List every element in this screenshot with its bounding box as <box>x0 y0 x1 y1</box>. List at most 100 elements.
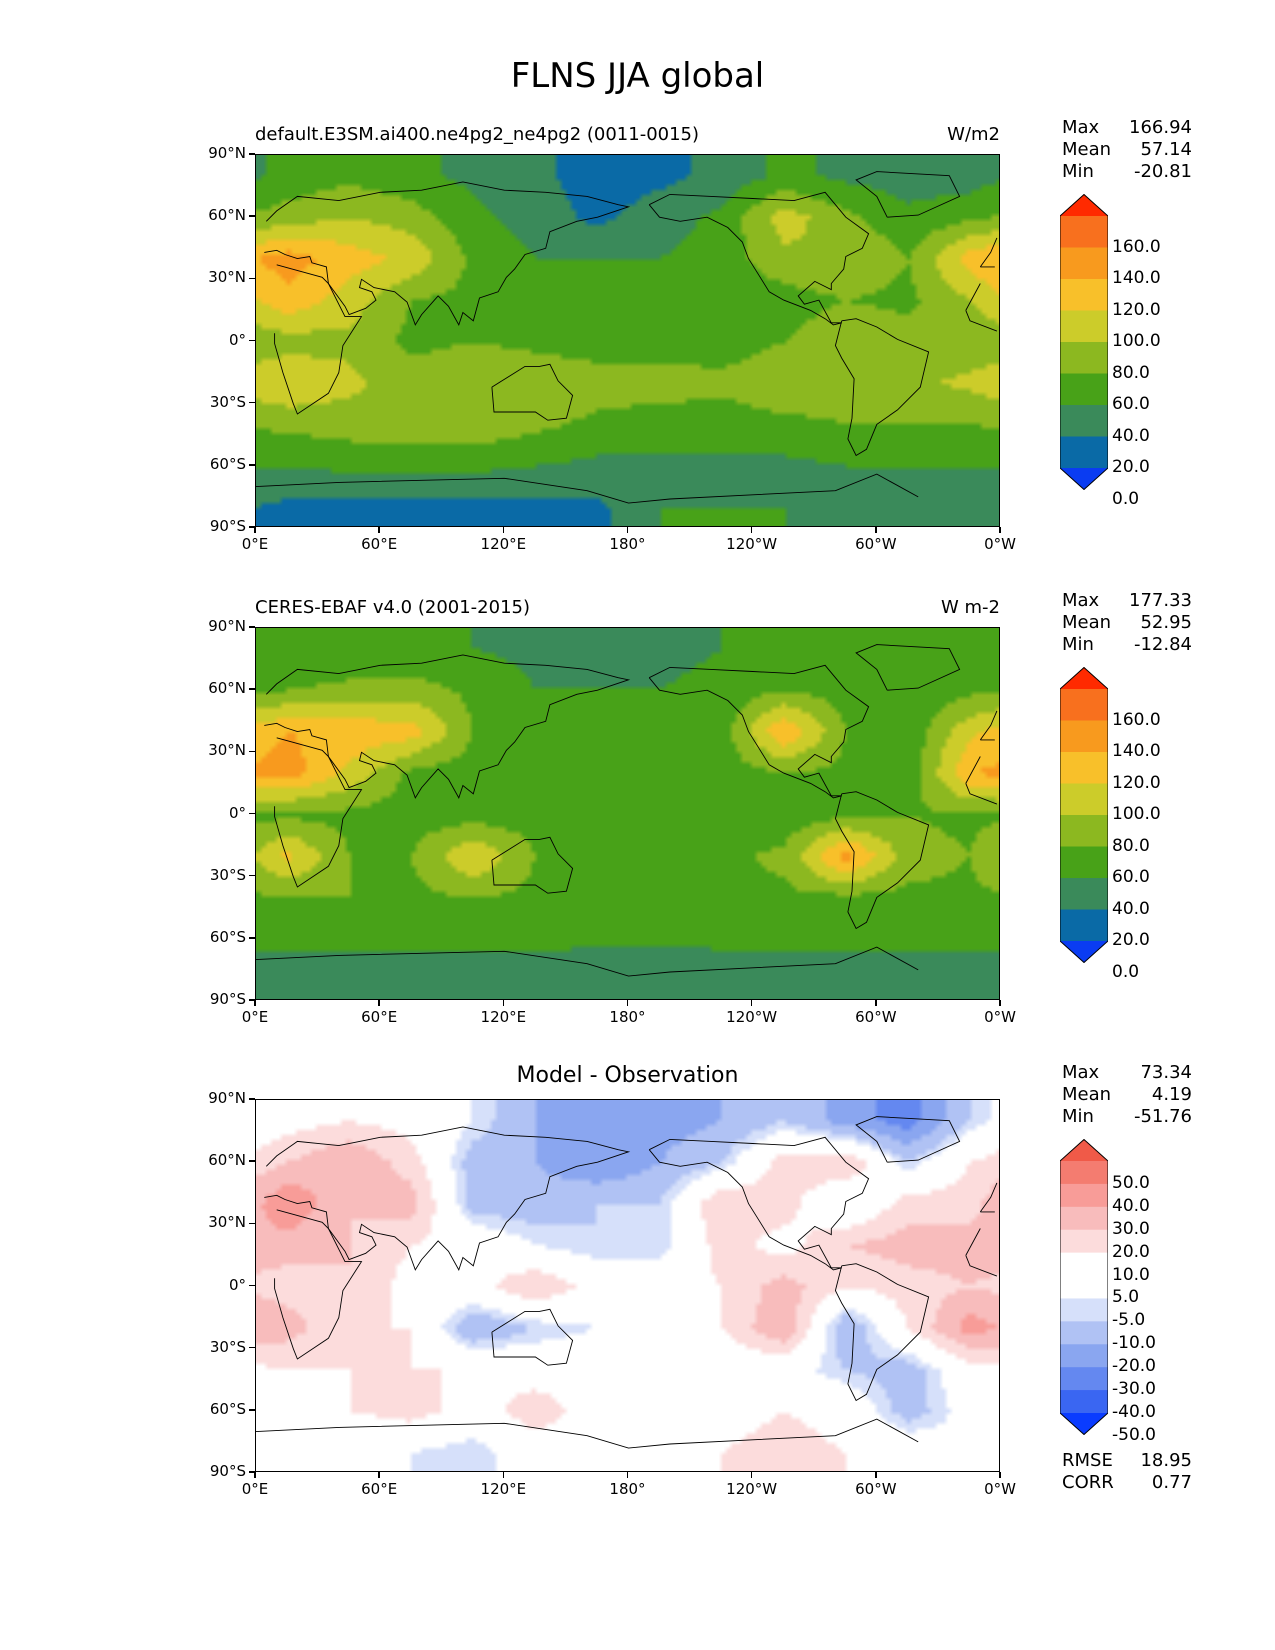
colorbar-swatch <box>1060 783 1108 816</box>
lon-tick-label: 0°W <box>984 1480 1016 1498</box>
coastline <box>256 946 919 977</box>
stat-row: Max 73.34 <box>1062 1062 1192 1084</box>
lon-tick-label: 120°W <box>726 1480 778 1498</box>
lat-tick-label: 30°S <box>209 865 246 884</box>
colorbar-swatch <box>1060 373 1108 406</box>
stat-row: Mean 57.14 <box>1062 139 1192 161</box>
metric-label: CORR <box>1062 1472 1114 1493</box>
colorbar-tick-label: 60.0 <box>1112 867 1150 887</box>
coastline <box>648 191 870 326</box>
colorbar-outline <box>1060 1139 1108 1435</box>
lon-tick <box>254 527 256 533</box>
lat-tick <box>249 1409 255 1411</box>
stat-label: Min <box>1062 1106 1094 1127</box>
lat-tick <box>249 812 255 815</box>
stat-label: Max <box>1062 117 1100 138</box>
colorbar-swatch <box>1060 310 1108 343</box>
colorbar-swatch <box>1060 1206 1108 1231</box>
lat-tick <box>249 1346 255 1349</box>
colorbar-swatch <box>1060 1275 1108 1299</box>
lat-tick <box>249 1098 255 1100</box>
colorbar-swatch <box>1060 1367 1108 1391</box>
coastline <box>855 171 961 218</box>
colorbar-outline <box>1060 667 1108 963</box>
coastline <box>491 363 574 421</box>
lat-tick-label: 0° <box>228 330 246 349</box>
filled-contour-field <box>256 628 999 999</box>
colorbar-swatch <box>1060 720 1108 753</box>
lon-tick <box>626 1472 629 1478</box>
lon-tick <box>502 1000 505 1006</box>
lat-tick-label: 90°N <box>208 617 246 635</box>
lat-tick-label: 60°S <box>209 927 246 946</box>
colorbar-swatch <box>1060 247 1108 280</box>
colorbar-swatch <box>1060 846 1108 879</box>
stat-row: Max 177.33 <box>1062 590 1192 612</box>
figure-title: FLNS JJA global <box>510 56 765 96</box>
stat-value: -12.84 <box>1133 634 1192 655</box>
lat-tick <box>249 937 255 939</box>
colorbar-swatch <box>1060 1321 1108 1345</box>
stats-box: Max 177.33 Mean 52.95 Min -12.84 <box>1062 590 1192 656</box>
colorbar-tick-label: 40.0 <box>1112 425 1150 446</box>
colorbar-tick-label: 120.0 <box>1112 299 1161 320</box>
lat-tick-label: 60°N <box>208 1151 246 1170</box>
lon-tick <box>378 1000 380 1006</box>
stat-value: 73.34 <box>1140 1062 1192 1083</box>
map-plot <box>255 627 1000 1000</box>
map-svg <box>256 1100 999 1471</box>
lon-tick-label: 120°E <box>480 1480 527 1498</box>
metric-value: 18.95 <box>1140 1450 1192 1471</box>
stat-label: Mean <box>1062 612 1112 633</box>
colorbar-swatch <box>1060 1252 1108 1277</box>
lat-tick-label: 0° <box>228 803 246 822</box>
lat-tick-label: 90°S <box>209 517 246 535</box>
stat-row: Min -20.81 <box>1062 161 1192 183</box>
stat-row: Max 166.94 <box>1062 117 1192 139</box>
colorbar-tick-label: 0.0 <box>1112 488 1140 509</box>
colorbar-tick-label: -50.0 <box>1112 1424 1156 1445</box>
lon-tick <box>502 1472 505 1478</box>
colorbar-tick-label: 20.0 <box>1112 1241 1150 1262</box>
lat-tick <box>249 688 255 690</box>
stat-value: 57.14 <box>1140 139 1192 160</box>
lat-tick-label: 60°S <box>209 1399 246 1418</box>
lon-tick-label: 0°W <box>984 1008 1016 1026</box>
lat-tick <box>249 1471 255 1473</box>
lat-tick-label: 30°N <box>208 268 246 287</box>
colorbar-tick-label: 0.0 <box>1112 961 1140 982</box>
lat-tick-label: 30°N <box>208 741 246 760</box>
colorbar-swatch <box>1060 689 1108 721</box>
lon-tick-label: 0°E <box>241 535 269 553</box>
lon-tick <box>999 527 1001 533</box>
stat-label: Min <box>1062 161 1094 182</box>
colorbar-extend-min <box>1060 941 1108 963</box>
colorbar-tick-label: -40.0 <box>1112 1402 1156 1422</box>
colorbar-tick-label: -5.0 <box>1112 1310 1146 1331</box>
stats-box: Max 73.34 Mean 4.19 Min -51.76 <box>1062 1062 1192 1128</box>
lon-tick <box>875 527 877 533</box>
colorbar-outline <box>1060 194 1108 490</box>
metric-label: RMSE <box>1062 1450 1113 1471</box>
lon-tick-label: 60°E <box>361 535 398 553</box>
colorbar-extend-max <box>1060 194 1108 216</box>
lat-tick-label: 0° <box>228 1275 246 1294</box>
colorbar <box>1060 667 1108 963</box>
lon-tick <box>254 1000 256 1006</box>
stat-value: 166.94 <box>1129 117 1192 138</box>
lon-tick-label: 60°W <box>855 535 897 553</box>
lat-tick <box>249 464 255 466</box>
lon-tick <box>750 1000 753 1006</box>
coastline <box>256 1418 919 1449</box>
colorbar-swatch <box>1060 216 1108 248</box>
lon-tick <box>626 527 629 533</box>
colorbar-tick-label: -10.0 <box>1112 1333 1156 1354</box>
colorbar-tick-label: 10.0 <box>1112 1264 1150 1285</box>
lat-tick <box>249 626 255 628</box>
lat-tick <box>249 215 255 217</box>
coastline <box>648 664 870 799</box>
panel-center-title: Model - Observation <box>516 1063 739 1088</box>
stat-value: 177.33 <box>1129 590 1192 611</box>
lat-tick-label: 90°S <box>209 1462 246 1480</box>
colorbar-tick-label: 160.0 <box>1112 709 1161 730</box>
